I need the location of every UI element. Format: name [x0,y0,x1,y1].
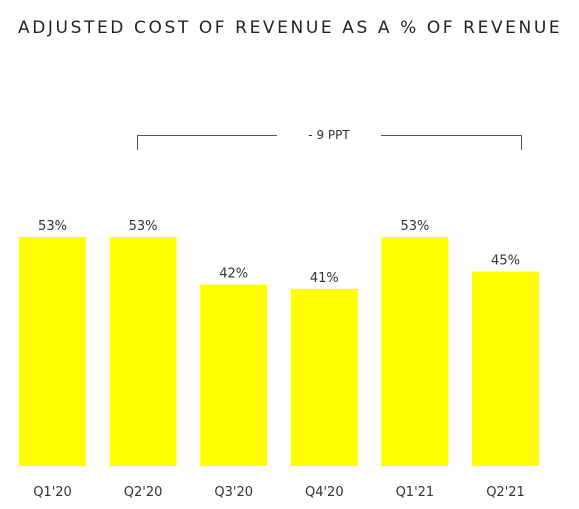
bar-1 [109,237,177,466]
bar-4 [381,237,449,466]
bar-0 [19,237,86,466]
value-label-1: 53% [129,219,158,234]
bar-5 [472,271,539,466]
x-tick-label-3: Q4'20 [305,485,344,500]
value-label-0: 53% [38,219,67,234]
bracket-left-line [137,135,277,150]
bracket-right-line [381,135,522,150]
x-tick-label-2: Q3'20 [214,485,253,500]
x-tick-label-1: Q2'20 [124,485,163,500]
value-label-2: 42% [219,267,248,282]
annotation-bracket: - 9 PPT [137,128,522,150]
value-label-group: 53% 53% 42% 41% 53% 45% [38,219,520,286]
value-label-4: 53% [400,219,429,234]
value-label-3: 41% [310,271,339,286]
bar-group [19,237,539,466]
annotation-label: - 9 PPT [308,128,350,142]
x-tick-label-5: Q2'21 [486,485,525,500]
bar-2 [200,284,268,466]
x-tick-label-0: Q1'20 [33,485,72,500]
x-tick-label-4: Q1'21 [396,485,435,500]
bar-3 [290,288,358,466]
x-tick-label-group: Q1'20 Q2'20 Q3'20 Q4'20 Q1'21 Q2'21 [33,485,525,500]
value-label-5: 45% [491,254,520,269]
chart-title: ADJUSTED COST OF REVENUE AS A % OF REVEN… [18,18,563,38]
